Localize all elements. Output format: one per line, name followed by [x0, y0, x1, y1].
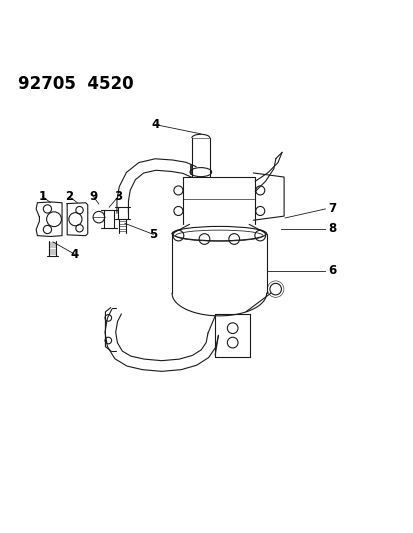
Text: 2: 2: [65, 190, 73, 203]
Text: 9: 9: [89, 190, 97, 203]
Text: 8: 8: [328, 222, 336, 235]
Text: 5: 5: [149, 228, 157, 241]
Text: 7: 7: [328, 203, 336, 215]
Text: 3: 3: [114, 190, 122, 203]
Text: 1: 1: [38, 190, 46, 203]
Text: 4: 4: [70, 248, 78, 261]
Text: 92705  4520: 92705 4520: [18, 75, 133, 93]
Text: 6: 6: [328, 264, 336, 277]
Text: 4: 4: [151, 118, 159, 131]
